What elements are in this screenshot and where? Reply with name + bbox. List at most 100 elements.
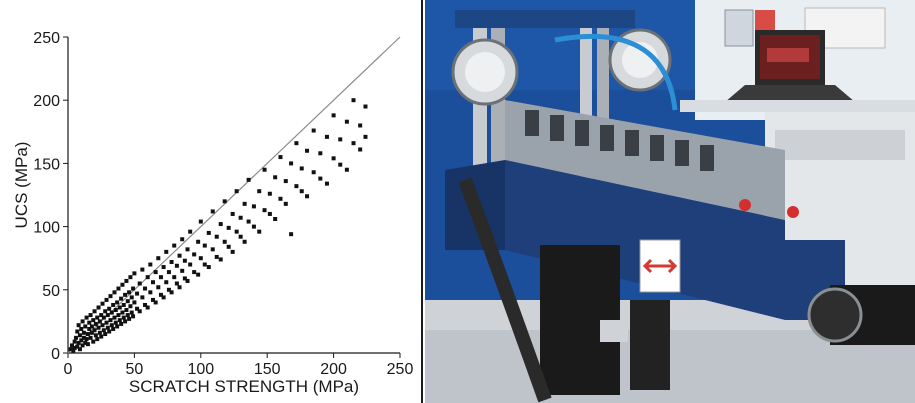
data-point [230,211,235,216]
data-point [75,329,80,334]
data-point [113,320,118,325]
data-point [97,319,102,324]
data-point [273,175,278,180]
data-point [182,258,187,263]
data-point [238,234,243,239]
data-point [81,330,86,335]
data-point [108,294,113,299]
scratch-tester-photo [425,0,915,403]
data-point [93,321,98,326]
data-point [77,347,82,352]
data-point [131,286,136,291]
data-point [246,219,251,224]
data-point [137,281,142,286]
data-point [79,338,84,343]
data-point [76,323,81,328]
data-point [101,315,106,320]
data-point [124,278,129,283]
data-point [202,262,207,267]
data-point [226,225,231,230]
data-point [72,339,77,344]
data-point [132,271,137,276]
data-point [164,249,169,254]
x-tick-label: 250 [387,361,414,378]
data-point [121,302,126,307]
data-point [84,315,89,320]
data-point [80,343,85,348]
data-point [206,265,211,270]
data-point [121,315,126,320]
data-point [119,296,124,301]
data-point [125,313,130,318]
data-point [103,332,108,337]
data-point [72,345,77,350]
data-point [363,134,368,139]
data-point [242,239,247,244]
data-point [222,199,227,204]
data-point [267,191,272,196]
data-point [257,229,262,234]
data-point [238,215,243,220]
data-point [174,281,179,286]
data-point [103,309,108,314]
data-point [71,348,76,353]
data-points-layer [68,98,368,353]
data-point [150,297,155,302]
data-point [267,211,272,216]
data-point [185,247,190,252]
data-point [351,141,356,146]
data-point [294,141,299,146]
axes-layer [63,36,401,358]
data-point [96,325,101,330]
data-point [69,343,74,348]
data-point [104,320,109,325]
data-point [89,330,94,335]
data-point [324,134,329,139]
data-point [143,286,148,291]
data-point [166,270,171,275]
data-point [93,333,98,338]
data-point [115,324,120,329]
data-point [299,166,304,171]
data-point [140,267,145,272]
data-point [83,340,88,345]
data-point [289,161,294,166]
data-point [88,335,93,340]
data-point [174,263,179,268]
data-point [79,326,84,331]
data-point [76,340,81,345]
trend-line [67,36,401,354]
data-point [305,194,310,199]
data-point [120,310,125,315]
data-point [161,295,166,300]
data-point [129,295,134,300]
data-point [145,305,150,310]
trend-line-layer [67,36,401,354]
data-point [344,167,349,172]
y-tick-label: 50 [42,283,60,300]
y-tick-label: 200 [33,93,60,110]
data-point [135,306,140,311]
data-point [358,123,363,128]
data-point [283,179,288,184]
data-point [172,275,177,280]
data-point [129,310,134,315]
data-point [182,276,187,281]
data-point [278,196,283,201]
data-point [153,300,158,305]
data-point [305,148,310,153]
data-point [188,229,193,234]
data-point [85,342,90,347]
data-point [344,119,349,124]
data-point [68,347,73,352]
data-point [91,339,96,344]
data-point [117,305,122,310]
data-point [107,329,112,334]
data-point [112,290,117,295]
data-point [180,268,185,273]
data-point [100,323,105,328]
data-point [137,309,142,314]
data-point [164,280,169,285]
data-point [89,324,94,329]
data-point [124,308,129,313]
